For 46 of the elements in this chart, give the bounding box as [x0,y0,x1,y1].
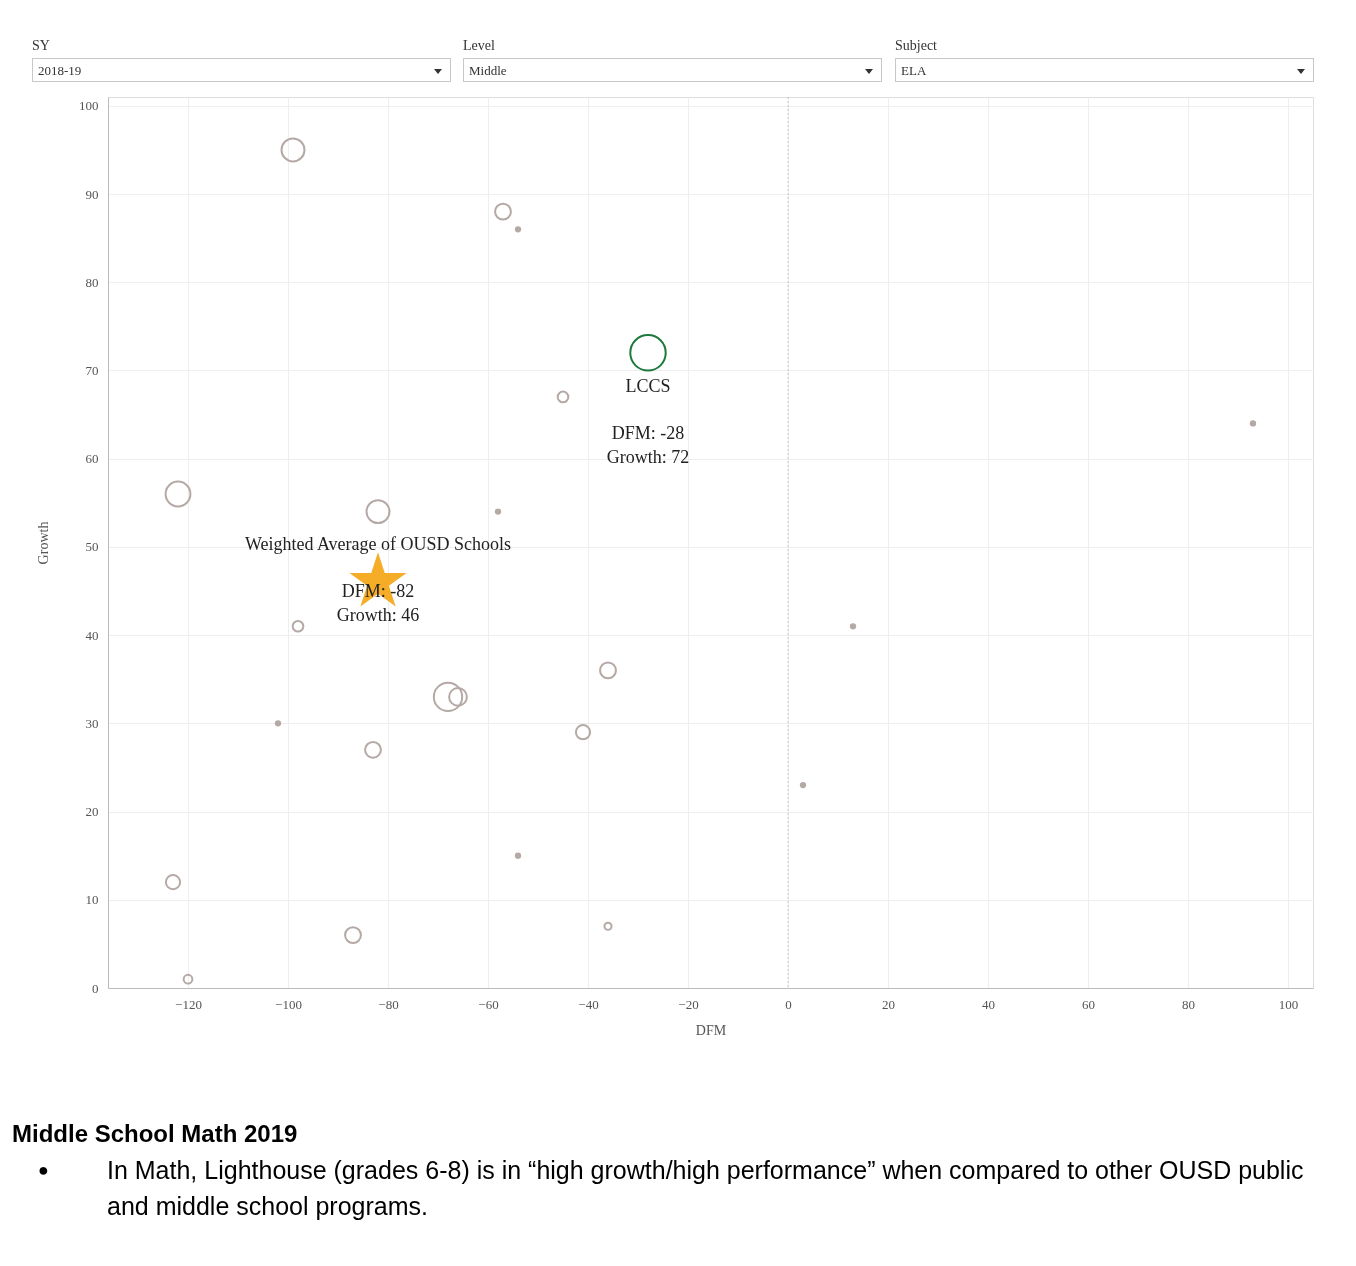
point [514,226,522,233]
y-tick-label: 70 [85,362,99,378]
text: Subject [895,38,938,55]
annotation: Growth: 46 [336,605,420,626]
point [849,623,857,630]
point [494,508,502,515]
x-tick-label: 60 [1082,996,1095,1012]
x-tick-label: −80 [378,996,399,1012]
x-tick-label: −120 [175,996,202,1012]
x-tick-label: −100 [275,996,302,1012]
y-tick-label: 30 [85,715,99,731]
x-tick-label: −40 [578,996,599,1012]
x-tick-label: 40 [982,996,995,1012]
text: Middle School Math 2019 [12,1120,299,1148]
annotation: DFM: -28 [611,422,685,443]
y-tick-label: 0 [92,980,99,996]
y-tick-label: 80 [85,274,99,290]
annotation: Weighted Average of OUSD Schools [244,534,512,555]
y-tick-label: 100 [79,98,99,114]
x-tick-label: −60 [478,996,499,1012]
text: ● [37,1159,50,1182]
dropdown-field: Middle [463,58,882,82]
y-tick-label: 50 [85,539,99,555]
x-tick-label: 20 [882,996,895,1012]
x-tick-label: 80 [1182,996,1195,1012]
text: SY [32,38,51,55]
annotation: Growth: 72 [606,446,690,467]
point [799,781,807,789]
y-tick-label: 90 [85,186,99,202]
annotation: LCCS [625,375,671,396]
x-tick-label: −20 [678,996,699,1012]
y-tick-label: 40 [85,627,99,643]
point [274,720,282,727]
dropdown-field: ELA [895,58,1314,82]
x-axis-title: DFM [695,1022,727,1038]
dropdown-field: 2018-19 [32,58,451,82]
x-tick-label: 100 [1278,996,1299,1012]
y-axis-title: Growth [36,521,51,565]
y-tick-label: 20 [85,804,99,820]
text: In Math, Lighthouse (grades 6-8) is in “high growth/high performance” when compared to other OUSD public and middle school programs. [107,1155,1305,1222]
point [1249,420,1257,427]
text: Level [463,38,496,55]
y-tick-label: 60 [85,451,99,467]
x-tick-label: 0 [785,996,792,1012]
y-tick-label: 10 [85,892,99,908]
point [514,852,522,859]
